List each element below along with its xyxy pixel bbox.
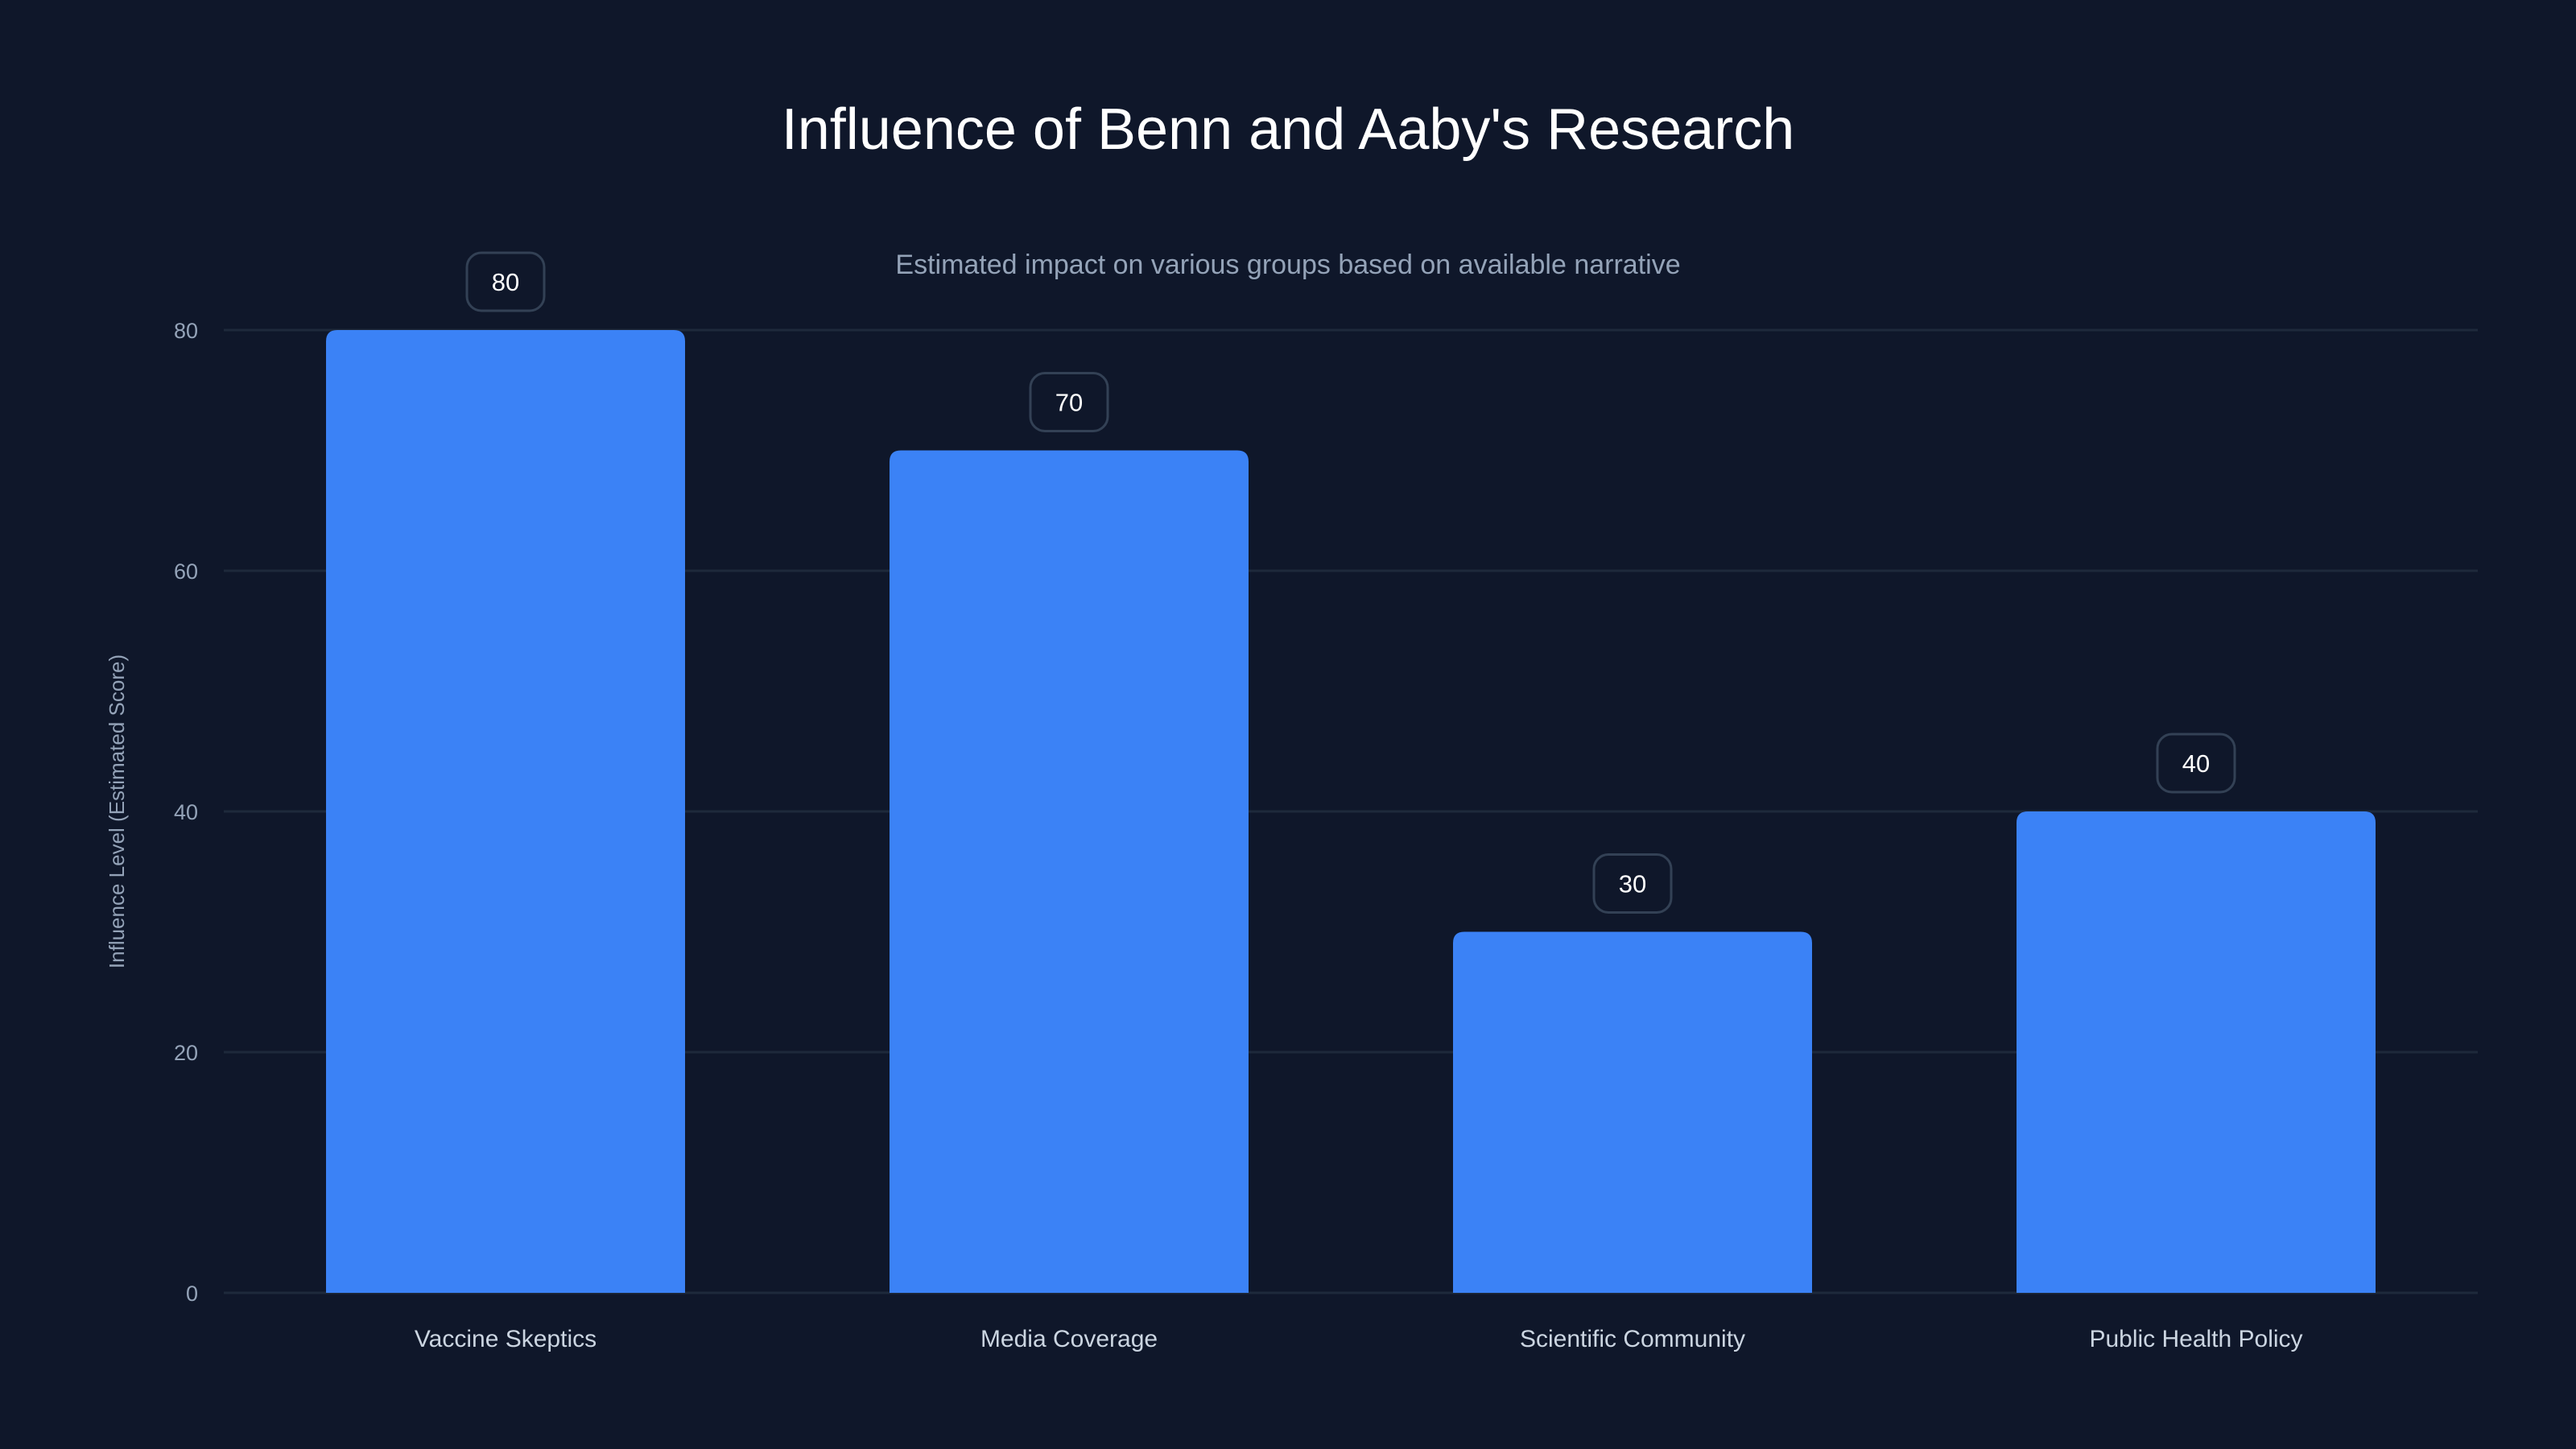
y-tick-label: 40 [174, 800, 198, 824]
y-axis-label: Influence Level (Estimated Score) [105, 654, 129, 968]
bar [1453, 931, 1812, 1293]
chart-title: Influence of Benn and Aaby's Research [782, 97, 1795, 162]
y-tick-label: 0 [186, 1282, 198, 1306]
bar [2017, 811, 2376, 1293]
data-label: 30 [1619, 870, 1646, 898]
data-label: 40 [2182, 749, 2210, 778]
data-label-box [1029, 372, 1109, 432]
x-tick-label: Scientific Community [1520, 1326, 1745, 1352]
y-tick-label: 80 [174, 319, 198, 343]
data-label: 80 [492, 268, 519, 296]
data-label: 70 [1055, 389, 1083, 417]
data-label-box [1592, 853, 1673, 914]
x-tick-label: Vaccine Skeptics [415, 1326, 597, 1352]
bar [326, 330, 685, 1293]
x-tick-label: Media Coverage [980, 1326, 1158, 1352]
data-label-box [465, 251, 546, 312]
y-tick-label: 20 [174, 1041, 198, 1065]
y-tick-label: 60 [174, 559, 198, 584]
x-tick-label: Public Health Policy [2089, 1326, 2302, 1352]
bar [890, 450, 1249, 1293]
data-label-box [2156, 733, 2236, 794]
chart-subtitle: Estimated impact on various groups based… [895, 250, 1680, 280]
